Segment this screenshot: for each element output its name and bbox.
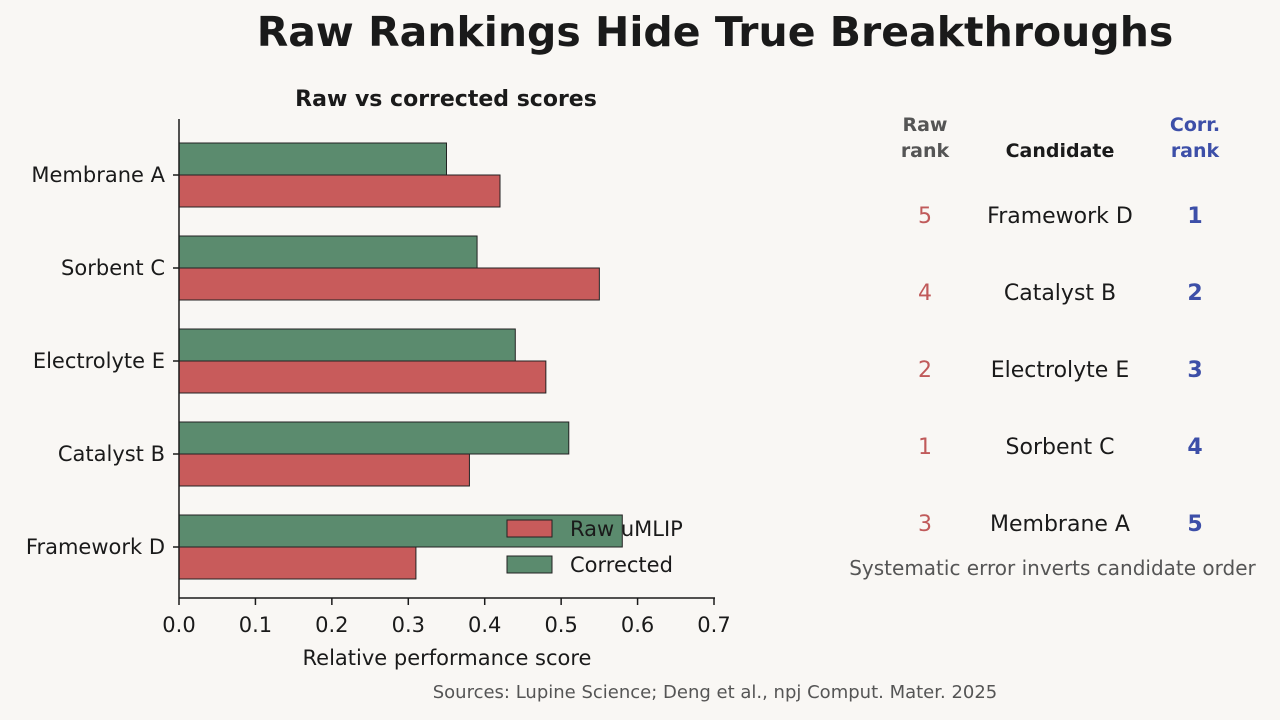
x-tick-label: 0.3 [392, 613, 425, 637]
row-2-corrected-rank: 2 [1187, 281, 1203, 306]
bar-raw-membrane-a [178, 174, 501, 208]
legend-swatch-raw [506, 519, 553, 538]
x-tick-label: 0.7 [697, 613, 730, 637]
bar-raw-electrolyte-e [178, 360, 547, 394]
bar-corrected-catalyst-b [178, 421, 570, 455]
x-tick-label: 0.1 [239, 613, 272, 637]
row-3-corrected-rank: 3 [1187, 358, 1203, 383]
header-corr-line2: rank [1170, 140, 1220, 162]
category-label-sorbent-c: Sorbent C [61, 256, 165, 280]
bar-corrected-electrolyte-e [178, 328, 516, 362]
row-1-candidate: Framework D [987, 204, 1133, 229]
y-categories-group: Membrane A Sorbent C Electrolyte E Catalyst… [26, 163, 179, 559]
category-label-framework-d: Framework D [26, 535, 165, 559]
header-raw-line1: Raw [902, 114, 948, 136]
header-raw-line2: rank [900, 140, 950, 162]
row-4-corrected-rank: 4 [1187, 435, 1203, 460]
x-tick-label: 0.4 [468, 613, 501, 637]
bar-chart: Raw vs corrected scores 0.0 0.1 0.2 0.3 0.4 0… [26, 87, 731, 670]
bar-corrected-membrane-a [178, 142, 447, 176]
row-5-raw-rank: 3 [918, 512, 932, 537]
row-2-candidate: Catalyst B [1003, 281, 1117, 306]
header-raw-rank: Raw rank [890, 112, 960, 164]
table-note: Systematic error inverts candidate order [849, 556, 1256, 580]
x-tick-label: 0.0 [162, 613, 195, 637]
row-1-raw-rank: 5 [918, 204, 932, 229]
row-3-candidate: Electrolyte E [990, 358, 1130, 383]
x-tick-label: 0.6 [621, 613, 654, 637]
header-corrected-rank: Corr. rank [1155, 112, 1235, 164]
bar-raw-framework-d [178, 546, 417, 580]
row-5-candidate: Membrane A [990, 512, 1130, 537]
category-label-membrane-a: Membrane A [31, 163, 165, 187]
x-ticks-group: 0.0 0.1 0.2 0.3 0.4 0.5 0.6 0.7 [162, 598, 731, 637]
sources-footer: Sources: Lupine Science; Deng et al., np… [432, 682, 998, 703]
ranking-table: Raw rank Candidate Corr. rank 5 Framewor… [850, 110, 1270, 550]
row-4-candidate: Sorbent C [1005, 435, 1115, 460]
row-2-raw-rank: 4 [918, 281, 932, 306]
row-5-corrected-rank: 5 [1187, 512, 1203, 537]
x-axis-title: Relative performance score [303, 646, 592, 670]
legend-label-raw: Raw uMLIP [570, 517, 683, 541]
chart-title: Raw vs corrected scores [295, 87, 597, 112]
row-4-raw-rank: 1 [918, 435, 932, 460]
bar-corrected-sorbent-c [178, 235, 478, 269]
bar-raw-catalyst-b [178, 453, 470, 487]
x-tick-label: 0.5 [544, 613, 577, 637]
category-label-electrolyte-e: Electrolyte E [33, 349, 165, 373]
category-label-catalyst-b: Catalyst B [58, 442, 165, 466]
bars-group [178, 142, 623, 580]
bar-raw-sorbent-c [178, 267, 600, 301]
x-tick-label: 0.2 [315, 613, 348, 637]
legend: Raw uMLIP Corrected [506, 517, 683, 577]
bar-corrected-framework-d [178, 514, 623, 548]
legend-label-corrected: Corrected [570, 553, 673, 577]
legend-swatch-corrected [506, 555, 553, 574]
main-title: Raw Rankings Hide True Breakthroughs [256, 8, 1174, 56]
row-1-corrected-rank: 1 [1187, 204, 1203, 229]
header-corr-line1: Corr. [1169, 114, 1221, 136]
row-3-raw-rank: 2 [918, 358, 932, 383]
header-candidate: Candidate [1005, 140, 1115, 162]
